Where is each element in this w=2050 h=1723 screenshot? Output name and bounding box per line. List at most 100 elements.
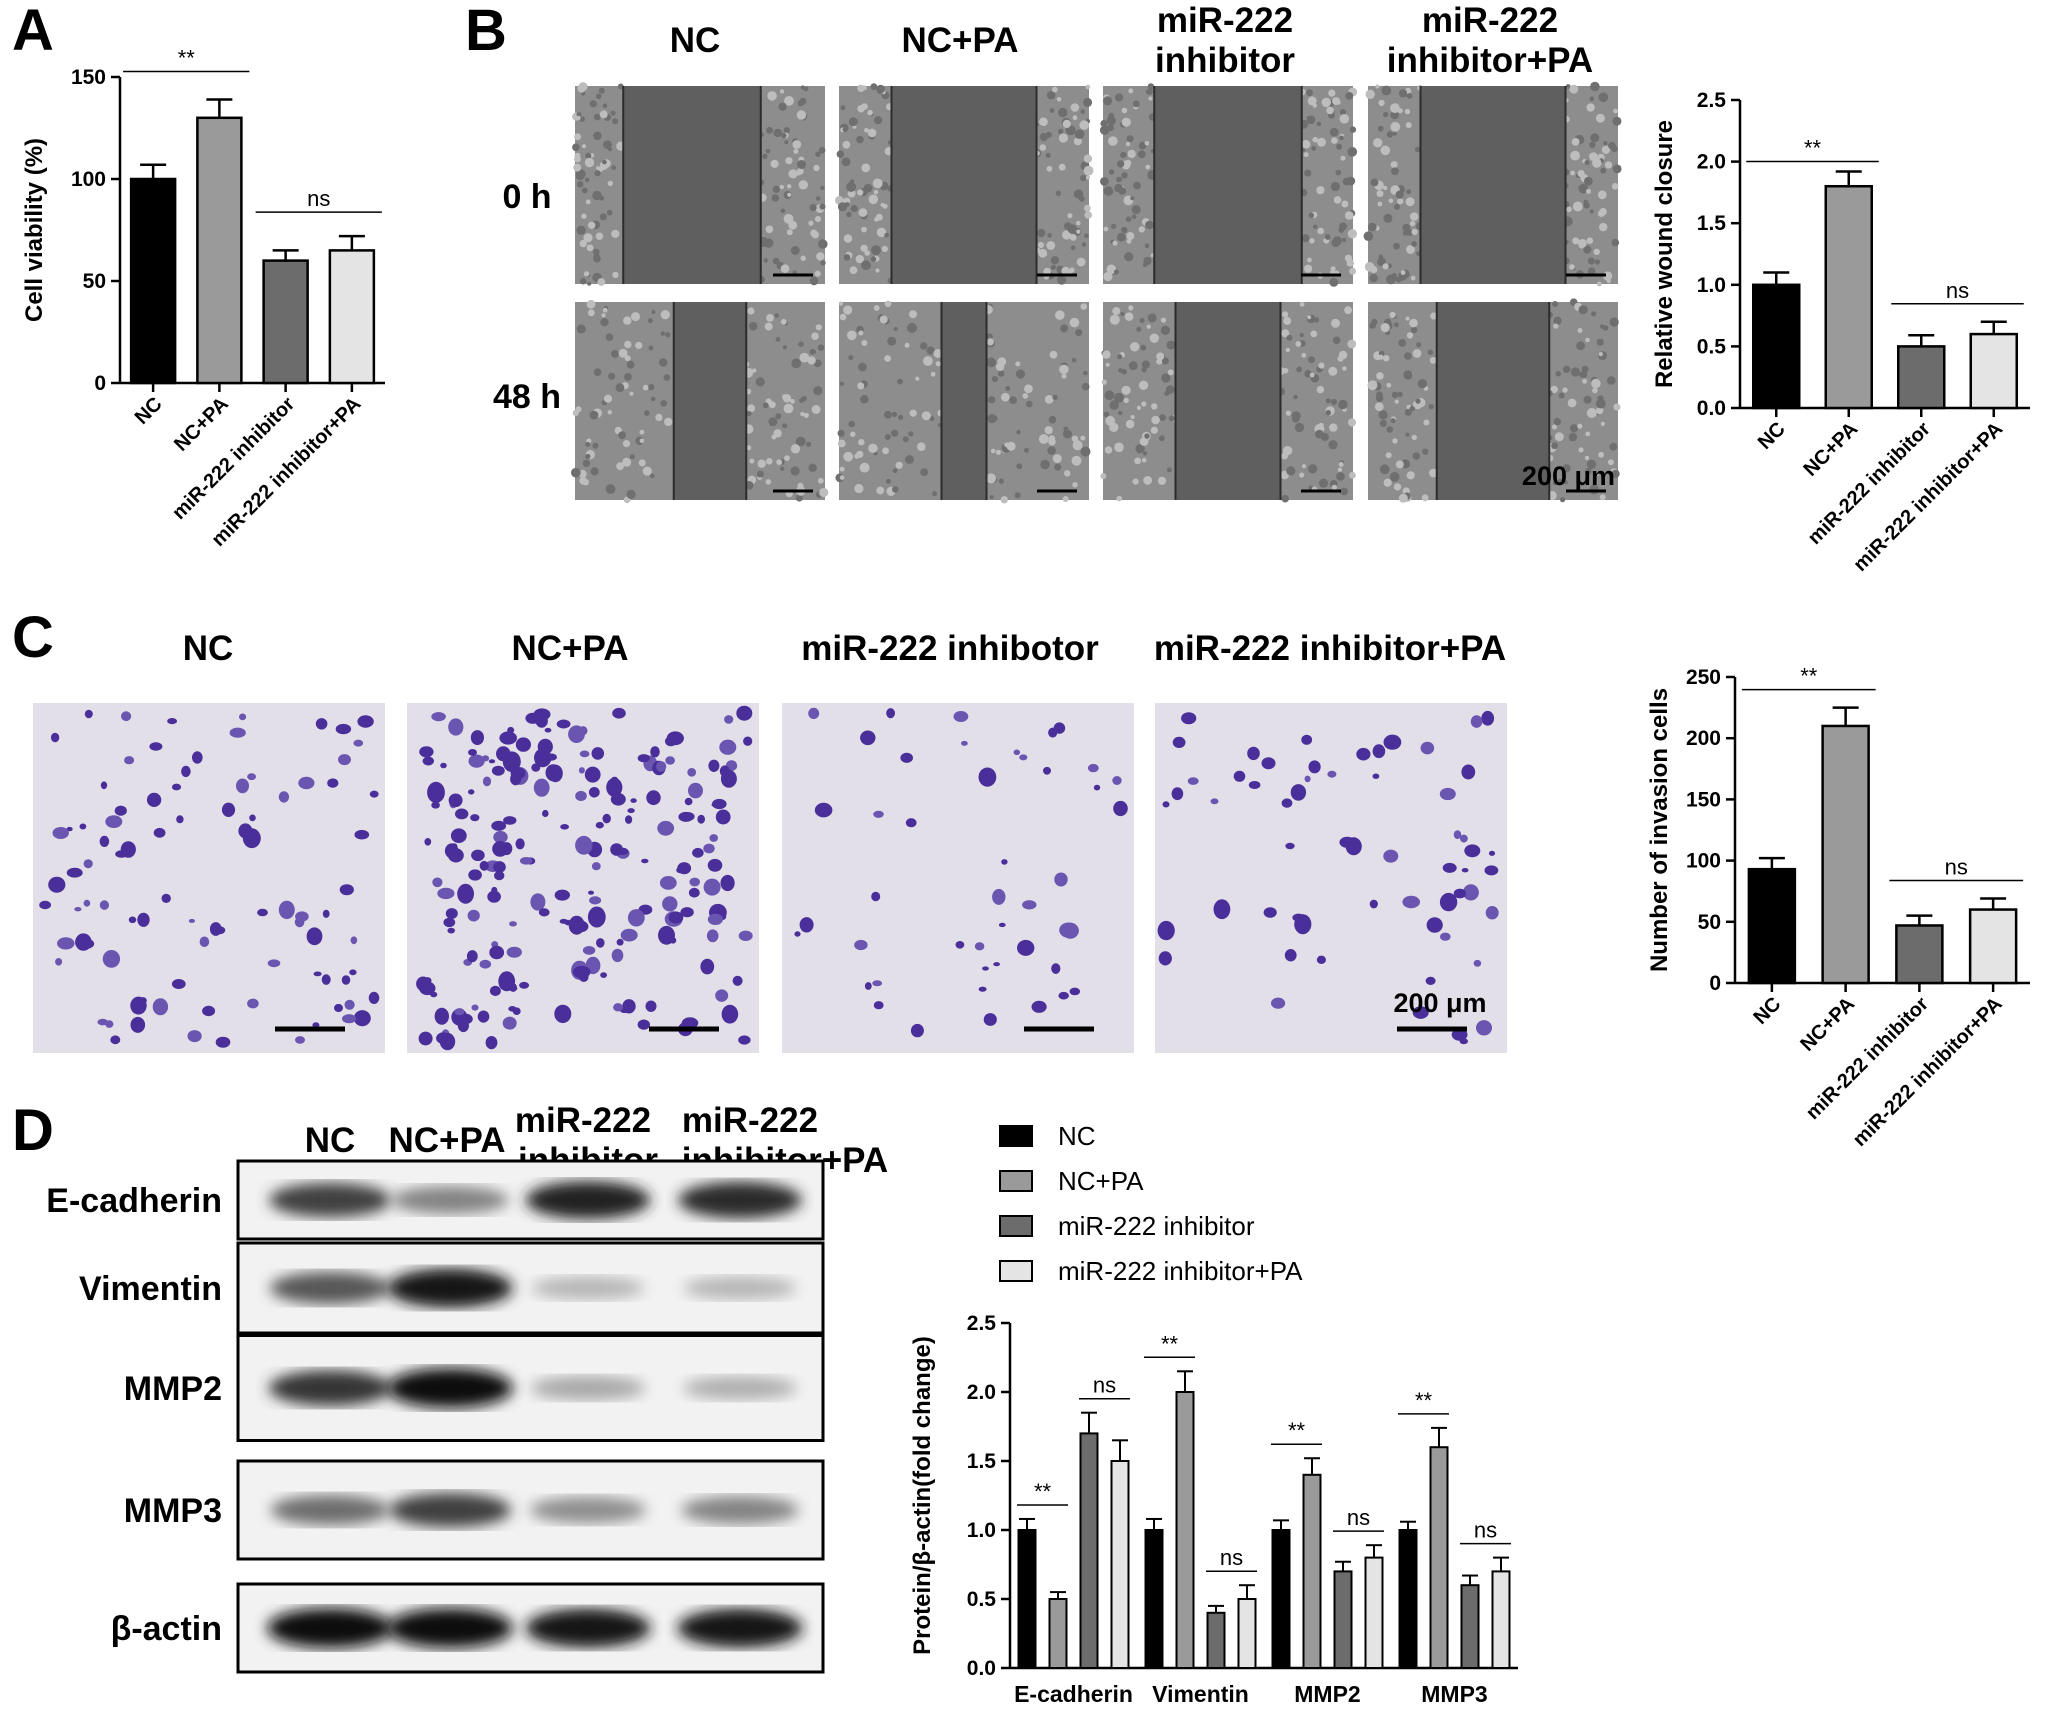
stained-cell	[610, 843, 623, 856]
cell-speck	[904, 342, 910, 348]
cell-speck	[1400, 270, 1406, 275]
cell-speck	[864, 250, 870, 256]
stained-cell	[485, 1036, 498, 1050]
cell-speck	[746, 411, 752, 417]
cell-speck	[1597, 210, 1605, 218]
cell-speck	[618, 431, 626, 440]
x-tick-label: NC	[1749, 993, 1785, 1029]
cell-speck	[1106, 264, 1117, 275]
micrograph-bg	[1155, 703, 1507, 1053]
cell-speck	[765, 479, 772, 485]
cell-speck	[576, 115, 581, 121]
cell-speck	[1393, 242, 1400, 250]
cell-speck	[1599, 494, 1606, 501]
cell-speck	[790, 444, 801, 454]
cell-speck	[854, 483, 864, 494]
cell-speck	[1406, 332, 1414, 339]
stained-cell	[181, 765, 191, 778]
stained-cell	[1484, 865, 1499, 876]
cell-speck	[793, 148, 799, 154]
cell-speck	[839, 313, 847, 321]
stained-cell	[645, 1000, 657, 1012]
cell-speck	[1389, 472, 1400, 482]
cell-speck	[876, 486, 885, 495]
cell-speck	[929, 416, 935, 422]
cell-speck	[780, 318, 787, 325]
cell-speck	[1281, 329, 1290, 338]
cell-speck	[575, 406, 582, 413]
cell-speck	[1345, 92, 1354, 100]
legend-swatch	[999, 1170, 1033, 1192]
cell-speck	[1081, 382, 1090, 391]
y-tick-label: 100	[71, 168, 106, 191]
scratch-gap	[623, 86, 761, 284]
stained-cell	[424, 838, 432, 846]
cell-speck	[1076, 220, 1081, 226]
cell-speck	[1062, 496, 1069, 502]
bar	[1895, 924, 1944, 985]
stained-cell	[1058, 991, 1069, 1000]
cell-speck	[1307, 257, 1312, 263]
cell-speck	[1047, 233, 1052, 238]
cell-speck	[1326, 106, 1334, 115]
cell-speck	[1317, 227, 1324, 235]
cell-speck	[1595, 398, 1606, 409]
cell-speck	[1585, 337, 1590, 343]
cell-speck	[1127, 149, 1136, 159]
cell-speck	[1282, 446, 1293, 456]
cell-speck	[576, 112, 582, 117]
cell-speck	[624, 355, 631, 362]
blot-band	[683, 1276, 797, 1300]
cell-speck	[611, 229, 620, 238]
cell-speck	[583, 233, 593, 243]
stained-cell	[616, 938, 624, 946]
stained-cell	[743, 736, 753, 746]
stained-cell	[684, 797, 693, 806]
cell-speck	[1378, 99, 1385, 107]
stained-cell	[499, 731, 517, 745]
cell-speck	[1598, 451, 1604, 458]
cell-speck	[811, 332, 819, 341]
blot-row-label: MMP2	[124, 1370, 222, 1408]
cell-speck	[1594, 471, 1599, 477]
stained-cell	[622, 999, 636, 1014]
stained-cell	[724, 715, 734, 724]
stained-cell	[496, 746, 511, 762]
cell-speck	[1562, 387, 1568, 393]
cell-speck	[1336, 472, 1345, 481]
cell-speck	[763, 258, 768, 263]
cell-speck	[860, 395, 869, 404]
cell-speck	[1331, 238, 1340, 248]
cell-speck	[1555, 371, 1561, 377]
stained-cell	[1372, 744, 1386, 759]
cell-speck	[1347, 339, 1357, 349]
cell-speck	[991, 376, 999, 383]
stained-cell	[1425, 976, 1436, 986]
stained-cell	[625, 815, 633, 824]
y-axis-title: Number of invasion cells	[1646, 688, 1673, 972]
stained-cell	[1157, 920, 1175, 941]
stained-cell	[533, 708, 551, 721]
cell-speck	[1286, 466, 1296, 476]
cell-speck	[579, 277, 587, 285]
cell-speck	[1136, 326, 1142, 332]
cell-speck	[1421, 494, 1429, 502]
cell-speck	[1046, 165, 1053, 172]
cell-speck	[861, 103, 868, 110]
cell-speck	[1100, 473, 1107, 480]
bar	[1824, 184, 1873, 410]
blot-band	[525, 1608, 651, 1648]
cell-speck	[874, 116, 883, 125]
stained-cell	[306, 927, 323, 946]
cell-speck	[1121, 226, 1128, 234]
stained-cell	[579, 750, 590, 758]
cell-speck	[990, 448, 996, 454]
stained-cell	[1233, 770, 1246, 782]
stained-cell	[492, 841, 508, 857]
stained-cell	[1308, 760, 1321, 774]
stained-cell	[295, 1036, 305, 1044]
bar	[1017, 1529, 1037, 1669]
panel-letter-a: A	[12, 0, 54, 63]
cell-speck	[1022, 393, 1029, 399]
cell-speck	[840, 105, 846, 111]
